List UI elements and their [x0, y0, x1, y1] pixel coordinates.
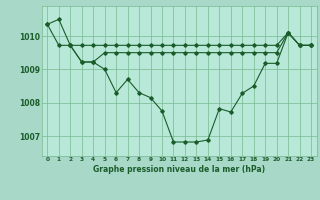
X-axis label: Graphe pression niveau de la mer (hPa): Graphe pression niveau de la mer (hPa): [93, 165, 265, 174]
